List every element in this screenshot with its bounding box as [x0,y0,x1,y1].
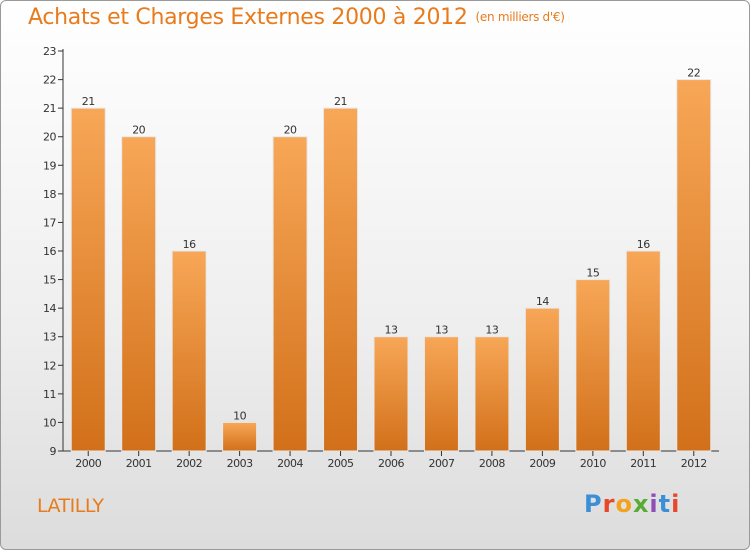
bar [222,421,258,452]
logo-letter: x [632,490,650,518]
chart-title: Achats et Charges Externes 2000 à 2012 (e… [28,5,565,30]
bar [121,136,157,452]
y-tick-label: 15 [43,274,56,287]
bar-value-label: 21 [82,95,95,108]
x-tick-label: 2004 [277,457,303,470]
y-tick-label: 18 [43,188,56,201]
commune-name: LATILLY [37,495,104,517]
logo-letter: o [615,490,633,518]
bar [323,107,359,452]
bar-value-label: 13 [385,324,398,337]
y-tick-label: 20 [43,131,56,144]
bar-value-label: 10 [233,409,246,422]
y-tick-label: 23 [43,45,56,58]
y-tick-label: 12 [43,359,56,372]
bar-value-label: 21 [334,95,347,108]
bar [524,307,560,452]
logo-letter: P [584,490,603,518]
bar-value-label: 20 [132,124,145,137]
bar-value-label: 15 [586,267,599,280]
x-tick-label: 2002 [176,457,202,470]
bar [272,136,308,452]
y-tick-label: 17 [43,216,56,229]
x-tick-label: 2003 [227,457,253,470]
y-tick-label: 10 [43,416,56,429]
x-tick-label: 2005 [328,457,354,470]
x-tick-label: 2000 [75,457,101,470]
x-tick-label: 2001 [126,457,152,470]
bar-value-label: 22 [687,67,700,80]
y-tick-label: 14 [43,302,56,315]
y-tick-label: 13 [43,331,56,344]
logo-letter: t [658,490,672,518]
chart-unit: (en milliers d'€) [475,10,565,24]
y-tick-label: 21 [43,102,56,115]
bar [625,250,661,452]
bar-value-label: 13 [485,324,498,337]
y-tick-label: 11 [43,388,56,401]
bar [676,79,712,452]
bar-value-label: 16 [637,238,650,251]
y-tick-label: 16 [43,245,56,258]
x-tick-label: 2006 [378,457,404,470]
proxiti-logo: Proxiti [584,490,680,518]
bar-value-label: 13 [435,324,448,337]
logo-letter: i [649,490,659,518]
y-tick-label: 9 [50,445,57,458]
x-tick-label: 2009 [529,457,555,470]
x-tick-label: 2012 [681,457,707,470]
y-tick-label: 22 [43,74,56,87]
bar [474,336,510,452]
x-tick-label: 2010 [580,457,606,470]
bar-value-label: 20 [284,124,297,137]
bar [171,250,207,452]
logo-letter: i [671,490,681,518]
logo-letter: r [602,490,616,518]
chart-title-text: Achats et Charges Externes 2000 à 2012 [28,5,468,30]
bar [423,336,459,452]
y-tick-label: 19 [43,159,56,172]
bar-value-label: 14 [536,295,549,308]
bar [373,336,409,452]
bar-value-label: 16 [183,238,196,251]
x-tick-label: 2007 [428,457,454,470]
x-tick-label: 2008 [479,457,505,470]
bar [575,279,611,452]
bar [70,107,106,452]
x-tick-label: 2011 [630,457,656,470]
